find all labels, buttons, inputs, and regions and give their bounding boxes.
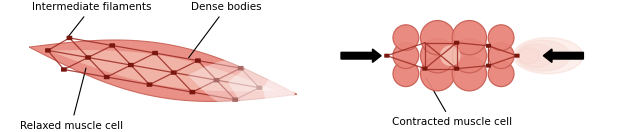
Circle shape bbox=[393, 25, 419, 51]
Polygon shape bbox=[29, 40, 297, 101]
Circle shape bbox=[488, 61, 514, 87]
FancyBboxPatch shape bbox=[85, 55, 91, 60]
FancyBboxPatch shape bbox=[384, 54, 389, 58]
FancyBboxPatch shape bbox=[422, 67, 428, 71]
FancyBboxPatch shape bbox=[171, 70, 177, 75]
FancyBboxPatch shape bbox=[238, 66, 244, 70]
FancyBboxPatch shape bbox=[195, 58, 201, 63]
Text: Intermediate filaments: Intermediate filaments bbox=[32, 2, 152, 37]
FancyArrow shape bbox=[341, 49, 381, 62]
Polygon shape bbox=[518, 44, 554, 67]
Circle shape bbox=[393, 43, 419, 69]
Polygon shape bbox=[516, 40, 570, 71]
FancyBboxPatch shape bbox=[104, 75, 109, 79]
FancyBboxPatch shape bbox=[232, 98, 238, 102]
Polygon shape bbox=[49, 50, 276, 91]
FancyBboxPatch shape bbox=[45, 48, 51, 53]
Polygon shape bbox=[513, 38, 583, 74]
FancyBboxPatch shape bbox=[67, 36, 72, 40]
FancyBboxPatch shape bbox=[128, 63, 134, 67]
FancyBboxPatch shape bbox=[189, 90, 195, 94]
Polygon shape bbox=[188, 59, 295, 110]
Polygon shape bbox=[263, 66, 295, 116]
Circle shape bbox=[452, 39, 486, 73]
Text: Dense bodies: Dense bodies bbox=[189, 2, 262, 58]
Circle shape bbox=[420, 56, 455, 91]
FancyBboxPatch shape bbox=[486, 64, 491, 68]
FancyBboxPatch shape bbox=[152, 51, 158, 55]
FancyBboxPatch shape bbox=[147, 82, 152, 87]
FancyBboxPatch shape bbox=[486, 44, 491, 48]
Polygon shape bbox=[518, 48, 540, 64]
FancyBboxPatch shape bbox=[454, 41, 460, 45]
Circle shape bbox=[420, 39, 455, 73]
Circle shape bbox=[452, 20, 486, 55]
Circle shape bbox=[440, 45, 461, 66]
FancyBboxPatch shape bbox=[109, 43, 115, 48]
Circle shape bbox=[488, 43, 514, 69]
Circle shape bbox=[452, 56, 486, 91]
FancyBboxPatch shape bbox=[515, 54, 520, 58]
FancyArrow shape bbox=[543, 49, 584, 62]
Polygon shape bbox=[228, 63, 295, 113]
FancyBboxPatch shape bbox=[454, 67, 460, 71]
FancyBboxPatch shape bbox=[214, 78, 220, 82]
FancyBboxPatch shape bbox=[61, 67, 67, 72]
Circle shape bbox=[420, 20, 455, 55]
Text: Contracted muscle cell: Contracted muscle cell bbox=[392, 78, 511, 127]
Circle shape bbox=[393, 61, 419, 87]
Circle shape bbox=[488, 25, 514, 51]
Text: Relaxed muscle cell: Relaxed muscle cell bbox=[20, 68, 123, 131]
FancyBboxPatch shape bbox=[257, 86, 262, 90]
